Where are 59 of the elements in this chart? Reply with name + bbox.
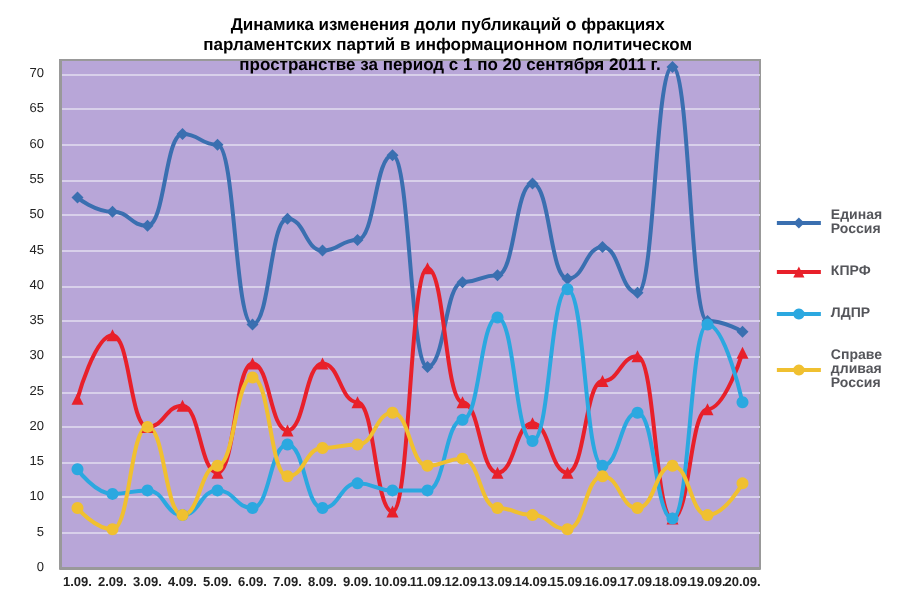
point	[491, 311, 504, 324]
point	[211, 459, 224, 472]
point	[631, 286, 644, 299]
point	[561, 523, 574, 536]
point	[281, 438, 294, 451]
point	[666, 61, 679, 74]
point	[526, 509, 539, 522]
point	[421, 459, 434, 472]
point	[71, 392, 84, 405]
point	[281, 212, 294, 225]
point	[246, 318, 259, 331]
point	[141, 484, 154, 497]
point	[246, 371, 259, 384]
point	[106, 487, 119, 500]
point	[211, 484, 224, 497]
point	[71, 502, 84, 515]
point	[736, 396, 749, 409]
point	[456, 396, 469, 409]
point	[561, 466, 574, 479]
point	[386, 149, 399, 162]
point	[596, 470, 609, 483]
point	[421, 360, 434, 373]
point	[561, 272, 574, 285]
point	[281, 470, 294, 483]
point	[491, 502, 504, 515]
point	[631, 406, 644, 419]
point	[316, 502, 329, 515]
point	[561, 283, 574, 296]
point	[596, 240, 609, 253]
point	[246, 502, 259, 515]
point	[456, 413, 469, 426]
point	[106, 523, 119, 536]
point	[421, 484, 434, 497]
point	[456, 276, 469, 289]
point	[596, 459, 609, 472]
point	[386, 505, 399, 518]
point	[351, 438, 364, 451]
point	[316, 442, 329, 455]
point	[386, 484, 399, 497]
point	[631, 502, 644, 515]
point	[316, 357, 329, 370]
point	[71, 463, 84, 476]
point	[701, 509, 714, 522]
point	[666, 459, 679, 472]
point	[736, 477, 749, 490]
point	[281, 424, 294, 437]
point	[736, 346, 749, 359]
point	[736, 325, 749, 338]
point	[526, 417, 539, 430]
point	[491, 466, 504, 479]
point	[106, 329, 119, 342]
point	[526, 177, 539, 190]
point	[456, 452, 469, 465]
point	[71, 191, 84, 204]
chart-title: Динамика изменения доли публикаций о фракциях парламентских партий в информационном политическом пространстве за период с 1 по 20 сентября 2011 г.	[203, 14, 697, 74]
point	[526, 435, 539, 447]
point	[386, 406, 399, 419]
point	[176, 399, 189, 412]
point	[351, 477, 364, 490]
